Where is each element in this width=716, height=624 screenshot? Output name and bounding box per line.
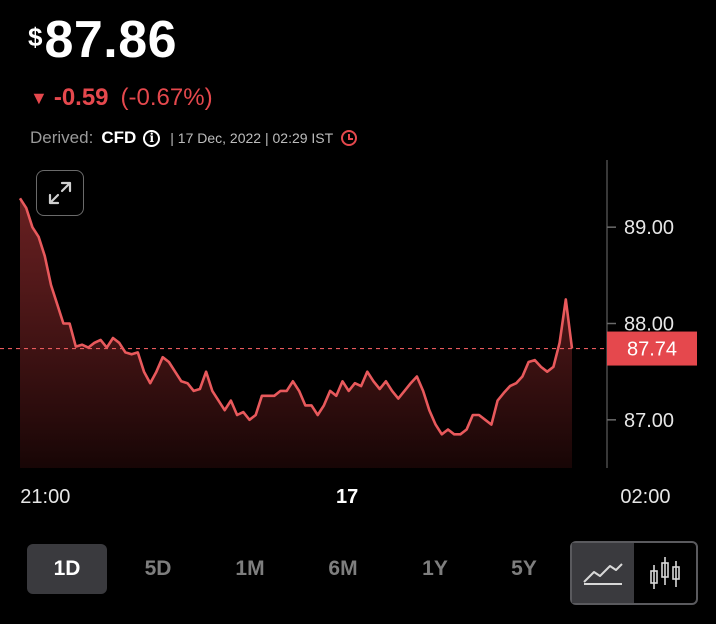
y-tick-label: 89.00: [624, 217, 674, 239]
currency-symbol: $: [28, 22, 43, 52]
line-chart-button[interactable]: [572, 543, 634, 603]
derived-label: Derived:: [30, 128, 94, 147]
expand-icon: [48, 181, 72, 205]
price-area: [20, 198, 572, 469]
expand-button[interactable]: [36, 170, 84, 216]
candlestick-button[interactable]: [634, 543, 696, 603]
candlestick-icon: [650, 557, 680, 589]
timestamp: | 17 Dec, 2022 | 02:29 IST: [170, 130, 334, 146]
down-triangle-icon: ▼: [30, 87, 48, 108]
line-chart-icon: [583, 563, 623, 585]
x-tick-label: 17: [336, 486, 358, 508]
timeframe-6m[interactable]: 6M: [328, 557, 358, 580]
price-chart[interactable]: 89.00 88.00 87.00 87.74 21:00 17 02:00: [0, 150, 716, 520]
clock-icon[interactable]: [341, 130, 358, 146]
price-change: ▼ -0.59 (-0.67%): [30, 84, 213, 112]
price-line: [18, 197, 574, 436]
current-price: 87.86: [44, 11, 178, 69]
timeframe-5d[interactable]: 5D: [144, 557, 172, 580]
reference-tag: 87.74: [607, 331, 697, 366]
y-tick-label: 88.00: [624, 314, 674, 336]
timeframe-1d[interactable]: 1D: [27, 544, 107, 594]
timeframe-5y[interactable]: 5Y: [511, 557, 537, 580]
timeframe-1y[interactable]: 1Y: [422, 557, 448, 580]
chart-type-toggle: [570, 541, 698, 605]
x-tick-label: 02:00: [620, 486, 670, 508]
instrument-type: CFD: [101, 128, 137, 147]
info-icon[interactable]: i: [143, 129, 161, 147]
derived-info: Derived: CFD i | 17 Dec, 2022 | 02:29 IS…: [30, 128, 358, 148]
timeframe-1m[interactable]: 1M: [235, 557, 265, 580]
price-display: $ 87.86: [28, 14, 177, 66]
change-percent: (-0.67%): [120, 84, 213, 111]
y-tick-label: 87.00: [624, 410, 674, 432]
reference-label: 87.74: [627, 339, 677, 361]
change-absolute: -0.59: [53, 84, 109, 111]
x-tick-label: 21:00: [20, 486, 70, 508]
